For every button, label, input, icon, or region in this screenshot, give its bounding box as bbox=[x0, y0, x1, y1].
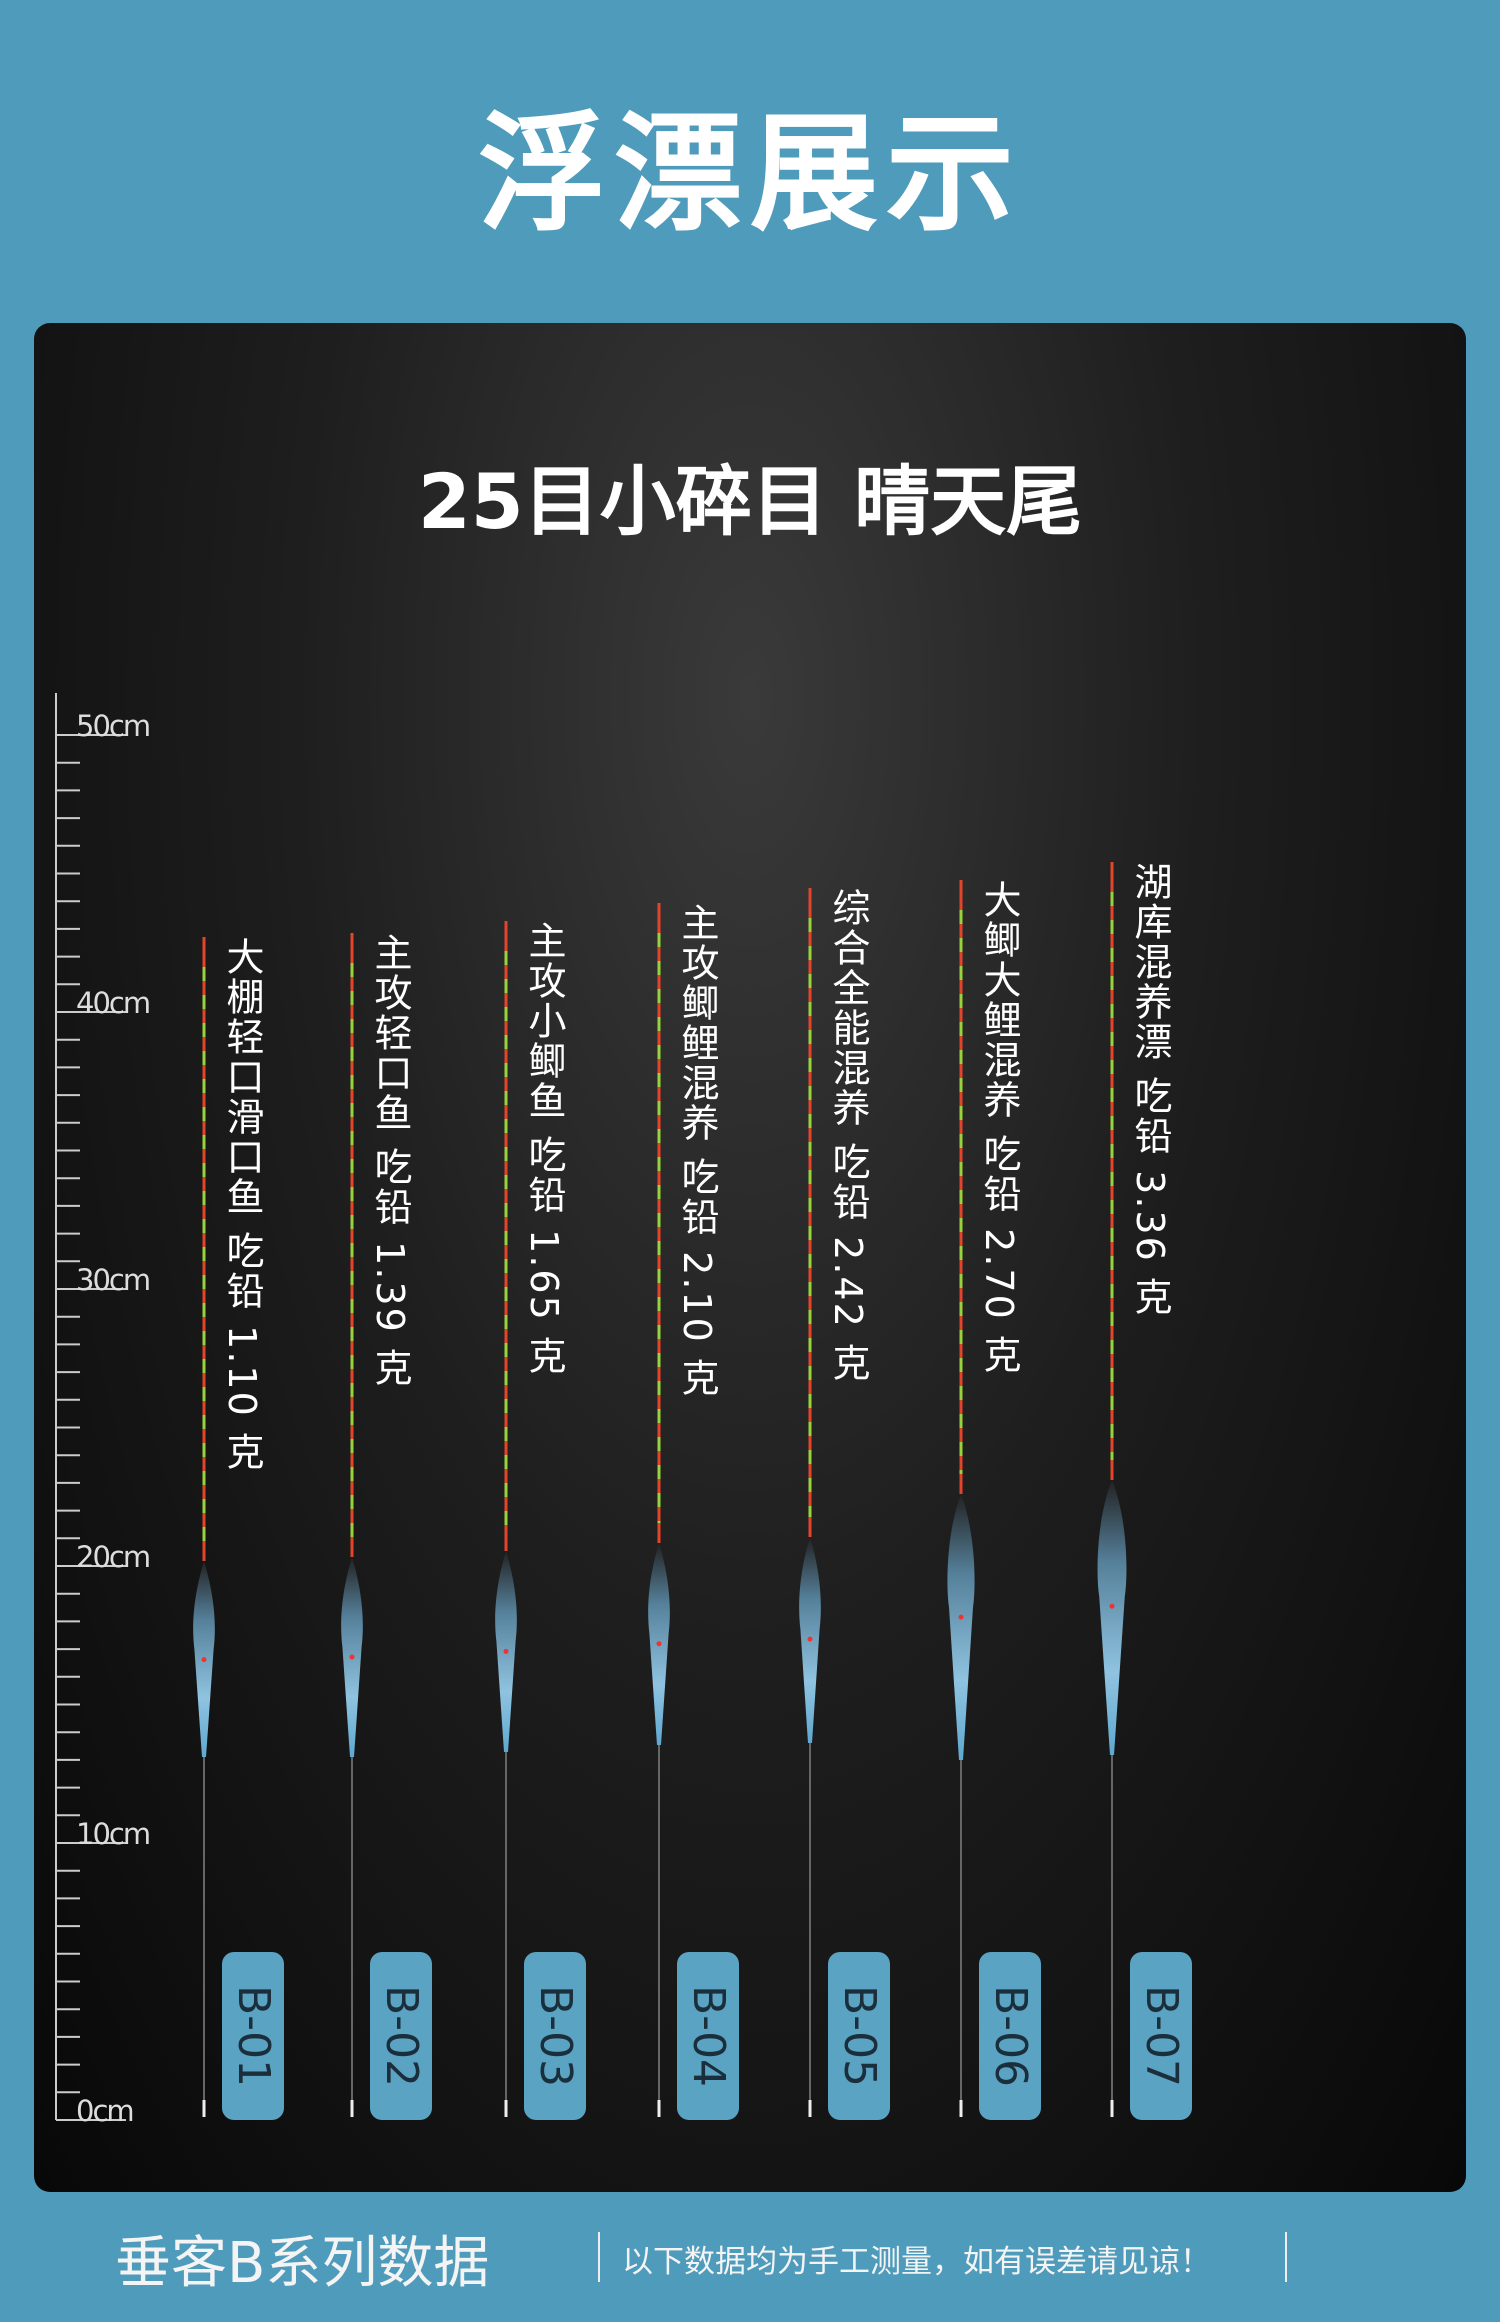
float-label: 大鲫大鲤混养 吃铅 2.70 克 bbox=[977, 880, 1021, 1375]
ruler-label: 30cm bbox=[76, 1263, 151, 1297]
float-code: B-03 bbox=[524, 1952, 586, 2120]
ruler-label: 10cm bbox=[76, 1817, 151, 1851]
float-code: B-01 bbox=[222, 1952, 284, 2120]
panel-subtitle: 25目小碎目 晴天尾 bbox=[417, 457, 1083, 546]
float-code: B-05 bbox=[828, 1952, 890, 2120]
float-label: 湖库混养漂 吃铅 3.36 克 bbox=[1128, 862, 1172, 1317]
float-code: B-04 bbox=[677, 1952, 739, 2120]
divider bbox=[598, 2232, 600, 2282]
float-label: 综合全能混养 吃铅 2.42 克 bbox=[826, 888, 870, 1383]
ruler-label: 50cm bbox=[76, 709, 151, 743]
float-dot bbox=[958, 1614, 964, 1620]
float-body bbox=[1097, 1480, 1127, 1755]
float-label: 主攻轻口鱼 吃铅 1.39 克 bbox=[368, 933, 412, 1388]
float-label: 大棚轻口滑口鱼 吃铅 1.10 克 bbox=[220, 937, 264, 1472]
ruler-label: 40cm bbox=[76, 986, 151, 1020]
float-code: B-06 bbox=[979, 1952, 1041, 2120]
float-dot bbox=[503, 1648, 509, 1654]
footer-note: 以下数据均为手工测量，如有误差请见谅！ bbox=[622, 2244, 1211, 2280]
float-body bbox=[947, 1494, 975, 1760]
ruler-label: 0cm bbox=[76, 2094, 135, 2128]
float-dot bbox=[349, 1654, 355, 1660]
float-dot bbox=[656, 1641, 662, 1647]
float-label: 主攻小鲫鱼 吃铅 1.65 克 bbox=[522, 921, 566, 1376]
panel bbox=[34, 323, 1466, 2192]
page-title: 浮漂展示 bbox=[477, 100, 1022, 249]
float-dot bbox=[1109, 1603, 1115, 1609]
footer-series: 垂客B系列数据 bbox=[115, 2231, 490, 2296]
divider bbox=[1285, 2232, 1287, 2282]
float-code: B-07 bbox=[1130, 1952, 1192, 2120]
float-dot bbox=[807, 1636, 813, 1642]
float-code: B-02 bbox=[370, 1952, 432, 2120]
float-dot bbox=[201, 1657, 207, 1663]
ruler-label: 20cm bbox=[76, 1540, 151, 1574]
float-label: 主攻鲫鲤混养 吃铅 2.10 克 bbox=[675, 903, 719, 1398]
